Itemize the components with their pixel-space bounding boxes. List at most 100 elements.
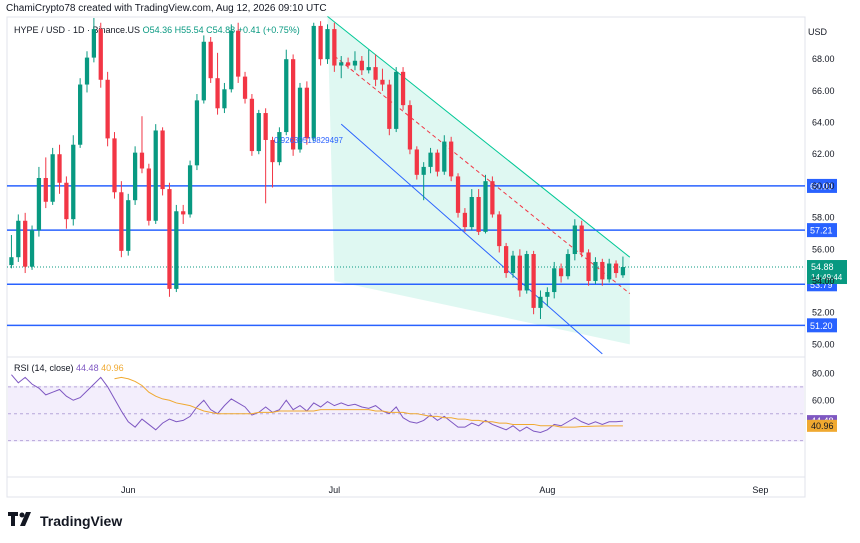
candle-body [208, 41, 213, 79]
level-label: 57.21 [810, 226, 833, 236]
candle-body [270, 139, 275, 163]
y-tick-label: 60.00 [812, 181, 835, 191]
candle-body [442, 141, 447, 172]
candle-body [181, 211, 186, 215]
channel-lower-line [340, 123, 603, 355]
rsi-ma-value: 40.96 [101, 363, 124, 373]
candle-body [517, 255, 522, 291]
candle-body [538, 296, 543, 308]
candle-body [126, 200, 131, 251]
brand-name: TradingView [40, 512, 123, 529]
y-tick-label: 50.00 [812, 339, 835, 349]
candle-body [449, 141, 454, 177]
countdown-label: 14:49:44 [811, 273, 843, 282]
candle-body [78, 84, 83, 145]
y-tick-label: 64.00 [812, 118, 835, 128]
candle-body [579, 225, 584, 253]
candle-body [373, 67, 378, 80]
candle-body [414, 149, 419, 175]
y-tick-label: 68.00 [812, 54, 835, 64]
footer-brand[interactable]: TradingView [8, 512, 122, 529]
candle-body [43, 177, 48, 202]
candle-body [462, 212, 468, 228]
candle-body [249, 98, 255, 152]
rsi-legend[interactable]: RSI (14, close) 44.48 40.96 [14, 363, 124, 373]
candle-body [304, 87, 310, 139]
candle-body [613, 263, 619, 274]
candle-body [194, 100, 200, 166]
rsi-ma-line [114, 376, 623, 428]
candle-body [490, 181, 495, 215]
candle-body [64, 182, 69, 220]
candle-body [600, 261, 605, 280]
channel-mid-line [334, 55, 631, 295]
fib-level-label: 0.92639519829497 [274, 136, 344, 145]
candle-body [105, 79, 110, 139]
candle-body [57, 154, 62, 183]
level-tag [807, 318, 837, 333]
level-tag [807, 178, 837, 193]
candle-body [318, 25, 323, 60]
candle-body [23, 220, 28, 267]
candle-body [84, 57, 90, 85]
candle-body [325, 29, 330, 60]
candle-body [263, 113, 268, 140]
candle-body [9, 257, 14, 266]
candle-body [277, 132, 282, 163]
candle-body [469, 197, 474, 228]
candle-body [215, 78, 220, 109]
candle-body [620, 267, 626, 276]
rsi-line [11, 374, 623, 434]
y-tick-label: 66.00 [812, 86, 835, 96]
level-label: 53.79 [810, 280, 833, 290]
candle-body [607, 263, 612, 280]
y-tick-label: 62.00 [812, 149, 835, 159]
candle-body [174, 211, 179, 289]
high-value: H55.54 [174, 25, 204, 35]
currency-label[interactable]: USD [808, 27, 828, 37]
candle-body [407, 105, 413, 150]
candle-body [242, 76, 248, 99]
tv-logo-icon [8, 512, 34, 529]
candle-body [50, 154, 55, 202]
candle-body [339, 62, 344, 66]
candle-body [352, 60, 358, 66]
candle-body [455, 176, 461, 213]
x-tick-label: Aug [539, 485, 555, 495]
close-value: C54.88 [206, 25, 236, 35]
candle-body [435, 152, 440, 172]
candle-body [311, 25, 316, 139]
last-price-label: 54.88 [811, 262, 834, 272]
rsi-value-tag [807, 419, 837, 432]
y-tick-label: 56.00 [812, 244, 835, 254]
chart-attribution: ChamiCrypto78 created with TradingView.c… [6, 3, 327, 14]
candle-body [187, 165, 193, 215]
y-tick-label: 52.00 [812, 308, 835, 318]
candle-body [345, 62, 351, 66]
candle-body [565, 254, 571, 277]
last-price-tag [807, 260, 847, 285]
candle-body [153, 130, 158, 221]
candle-body [558, 268, 564, 277]
candle-body [545, 292, 550, 297]
candle-body [167, 189, 172, 289]
candle-body [531, 254, 536, 308]
rsi-tick-label: 80.00 [812, 368, 835, 378]
candle-body [139, 152, 145, 169]
candle-body [387, 84, 392, 129]
x-tick-label: Jul [329, 485, 341, 495]
candle-body [394, 71, 399, 129]
candle-body [503, 246, 509, 274]
candle-body [586, 252, 591, 281]
candle-body [593, 261, 598, 281]
candle-body [256, 113, 261, 152]
candle-body [552, 268, 557, 293]
candle-body [71, 144, 76, 220]
y-tick-label: 54.00 [812, 276, 835, 286]
symbol-legend[interactable]: HYPE / USD · 1D · Binance.US O54.36 H55.… [14, 25, 300, 35]
candle-body [119, 192, 124, 251]
candle-body [229, 30, 234, 90]
candle-body [146, 168, 151, 221]
candle-body [98, 29, 103, 80]
